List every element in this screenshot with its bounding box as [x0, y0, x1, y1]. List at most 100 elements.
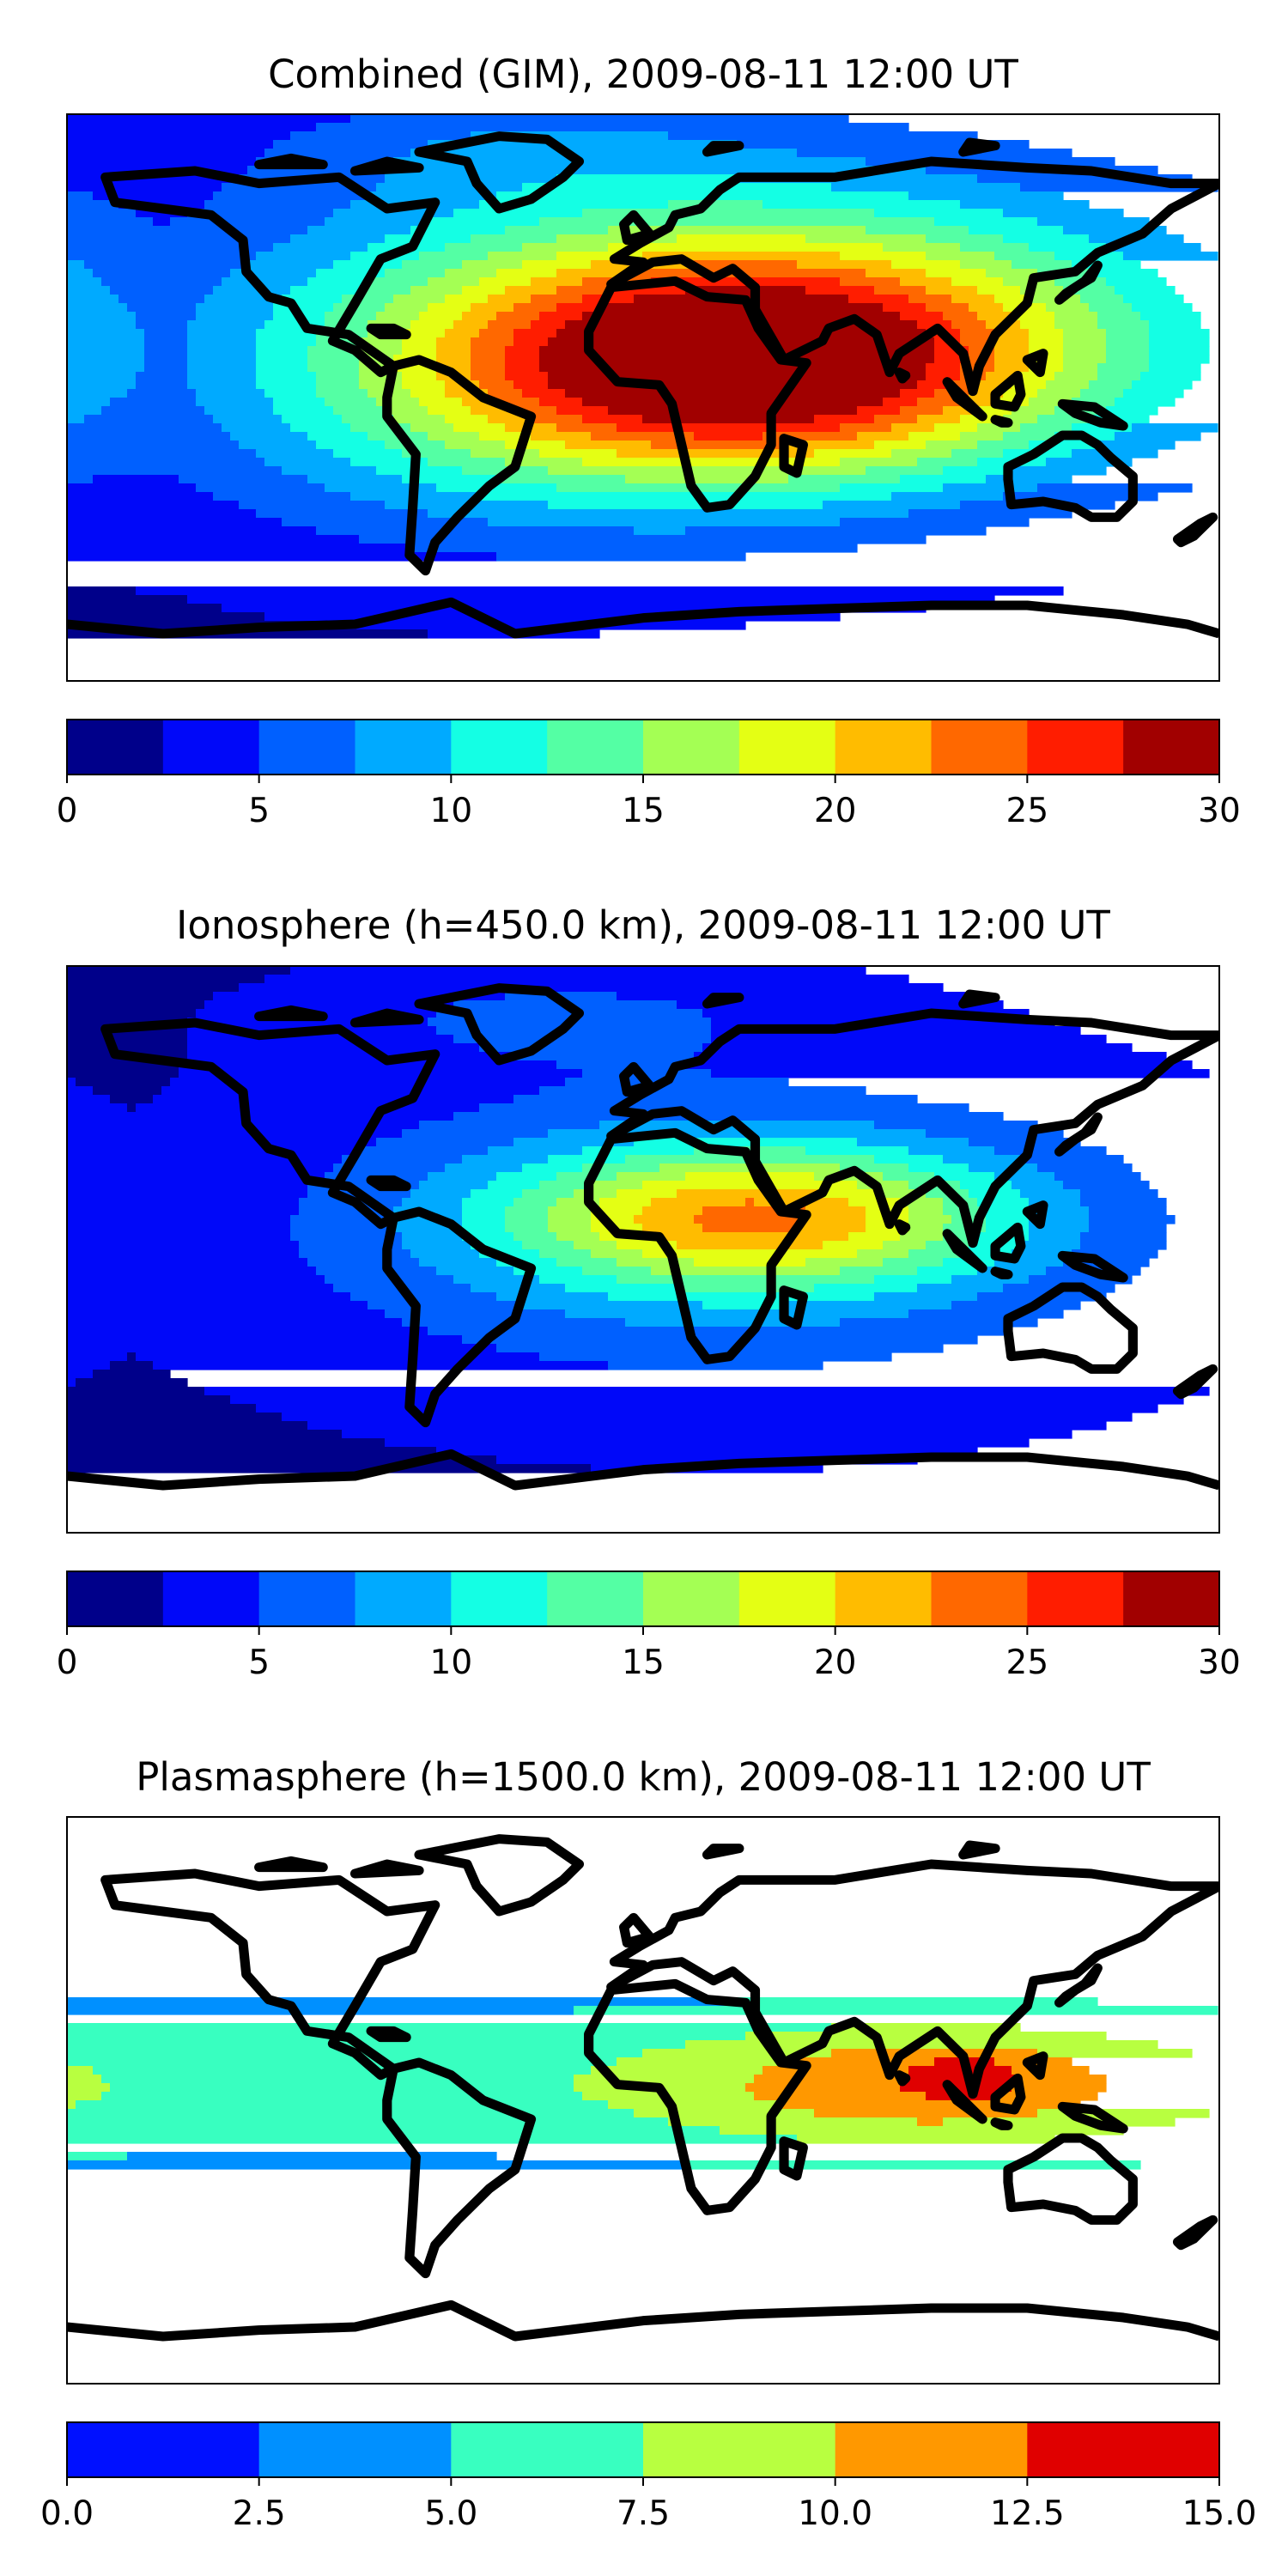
tec-contour-cell: [977, 1267, 1047, 1276]
tec-contour-cell: [565, 1078, 789, 1087]
tec-contour-cell: [1020, 320, 1055, 330]
tec-contour-cell: [410, 226, 506, 235]
tec-contour-cell: [445, 389, 489, 398]
tec-contour-cell: [1149, 346, 1210, 355]
tec-contour-cell: [986, 475, 1072, 484]
tec-contour-cell: [496, 1292, 609, 1302]
tec-contour-cell: [256, 355, 308, 364]
tec-contour-cell: [453, 1275, 540, 1285]
tec-contour-cell: [496, 1455, 918, 1465]
tec-contour-cell: [325, 483, 437, 493]
tec-contour-cell: [67, 1138, 377, 1147]
tec-contour-cell: [1106, 406, 1158, 416]
tec-contour-cell: [67, 2083, 111, 2093]
tec-contour-cell: [969, 1138, 1081, 1147]
tec-contour-cell: [316, 440, 386, 450]
tec-contour-cell: [67, 1103, 128, 1113]
tec-contour-cell: [436, 1447, 978, 1456]
tec-contour-cell: [110, 2083, 574, 2093]
tec-contour-cell: [513, 406, 557, 416]
tec-contour-cell: [711, 1069, 1210, 1078]
tec-contour-cell: [462, 1232, 514, 1242]
tec-contour-cell: [368, 191, 497, 201]
tec-contour-cell: [67, 1413, 283, 1422]
tec-contour-cell: [539, 217, 935, 227]
tec-contour-cell: [410, 320, 454, 330]
tec-contour-cell: [127, 1352, 137, 1362]
tec-contour-cell: [677, 234, 806, 244]
tec-contour-cell: [685, 2160, 1141, 2170]
tec-contour-cell: [840, 1318, 1038, 1327]
tec-contour-cell: [496, 191, 909, 201]
tec-contour-cell: [273, 243, 368, 252]
tec-contour-cell: [67, 1232, 291, 1242]
tec-contour-cell: [986, 269, 1038, 278]
tec-contour-cell: [823, 1241, 884, 1250]
tec-contour-cell: [814, 449, 892, 459]
tec-contour-cell: [402, 1129, 549, 1139]
tec-contour-cell: [402, 449, 471, 459]
tec-contour-cell: [299, 1241, 403, 1250]
tec-contour-cell: [539, 363, 927, 373]
tec-contour-cell: [436, 337, 471, 347]
tec-contour-cell: [153, 217, 171, 227]
tec-contour-cell: [196, 398, 274, 407]
tec-contour-cell: [805, 1215, 866, 1224]
tec-contour-cell: [926, 303, 969, 313]
tec-contour-cell: [831, 2023, 1021, 2032]
colorbar-segment: [1123, 1571, 1220, 1626]
tec-contour-cell: [170, 217, 325, 227]
tec-contour-cell: [1140, 312, 1201, 321]
tec-contour-cell: [290, 1215, 394, 1224]
tec-contour-cell: [428, 217, 540, 227]
tec-contour-cell: [471, 131, 669, 141]
tec-contour-cell: [994, 355, 1030, 364]
tec-contour-cell: [264, 612, 841, 622]
tec-contour-cell: [943, 1155, 1021, 1164]
tec-contour-cell: [960, 1181, 1012, 1190]
tec-contour-cell: [410, 286, 463, 295]
tec-contour-cell: [1037, 1163, 1133, 1173]
tec-contour-cell: [67, 1275, 325, 1285]
tec-contour-cell: [505, 226, 609, 235]
tec-contour-cell: [93, 269, 231, 278]
tec-contour-cell: [436, 363, 471, 373]
tec-contour-cell: [823, 501, 961, 510]
colorbar-tick-label: 5: [248, 792, 270, 830]
tec-contour-cell: [479, 1249, 540, 1259]
tec-contour-cell: [67, 1301, 368, 1310]
tec-contour-cell: [402, 329, 446, 338]
tec-contour-cell: [522, 389, 566, 398]
tec-contour-cell: [539, 312, 583, 321]
tec-contour-cell: [531, 295, 583, 304]
tec-contour-cell: [67, 1352, 128, 1362]
tec-contour-cell: [222, 604, 927, 613]
tec-contour-cell: [144, 337, 188, 347]
tec-contour-cell: [883, 1189, 927, 1199]
tec-contour-cell: [539, 398, 583, 407]
tec-contour-cell: [1029, 243, 1107, 252]
tec-contour-cell: [264, 458, 351, 467]
colorbar-segment: [1027, 2422, 1220, 2477]
tec-contour-cell: [333, 406, 386, 416]
tec-contour-cell: [67, 1206, 300, 1216]
colorbar-segment: [258, 720, 355, 775]
panel-ionosphere-frame: [66, 965, 1220, 1534]
tec-contour-cell: [943, 466, 1012, 476]
tec-contour-cell: [316, 372, 360, 381]
tec-contour-cell: [307, 475, 403, 484]
tec-contour-cell: [977, 380, 1012, 390]
tec-contour-cell: [737, 174, 978, 184]
tec-contour-cell: [831, 2049, 1038, 2058]
tec-contour-cell: [402, 475, 497, 484]
tec-contour-cell: [1072, 423, 1133, 433]
tec-contour-cell: [67, 380, 137, 390]
tec-contour-cell: [67, 398, 111, 407]
tec-contour-cell: [67, 1224, 291, 1233]
tec-contour-cell: [67, 2100, 76, 2110]
colorbar-segment: [643, 2422, 836, 2477]
tec-contour-cell: [574, 1189, 617, 1199]
tec-contour-cell: [67, 191, 94, 201]
tec-contour-cell: [986, 1215, 1030, 1224]
tec-contour-cell: [67, 458, 265, 467]
